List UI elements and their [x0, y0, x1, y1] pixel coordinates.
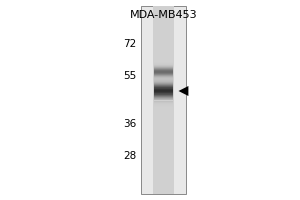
- Bar: [154, 79, 173, 80]
- Bar: [154, 63, 173, 64]
- Bar: [154, 75, 173, 76]
- Bar: [154, 103, 173, 104]
- Bar: [154, 104, 173, 105]
- Bar: [153, 6, 174, 194]
- Bar: [154, 77, 173, 78]
- Bar: [154, 105, 173, 106]
- Text: 28: 28: [123, 151, 136, 161]
- Bar: [154, 106, 173, 107]
- Bar: [154, 74, 173, 75]
- Bar: [154, 99, 173, 100]
- Text: 72: 72: [123, 39, 136, 49]
- Bar: [154, 77, 173, 78]
- Bar: [154, 101, 173, 102]
- Bar: [154, 65, 173, 66]
- Bar: [154, 64, 173, 65]
- Bar: [154, 66, 173, 67]
- Text: 55: 55: [123, 71, 136, 81]
- Bar: [154, 90, 173, 91]
- Bar: [154, 95, 173, 96]
- Bar: [154, 74, 173, 75]
- Bar: [154, 62, 173, 63]
- Bar: [154, 78, 173, 79]
- Bar: [154, 78, 173, 79]
- Bar: [154, 79, 173, 80]
- Bar: [154, 89, 173, 90]
- Bar: [154, 84, 173, 85]
- Bar: [154, 82, 173, 83]
- Bar: [154, 69, 173, 70]
- Bar: [154, 92, 173, 93]
- Bar: [154, 98, 173, 99]
- Bar: [154, 94, 173, 95]
- Bar: [154, 76, 173, 77]
- Bar: [154, 96, 173, 97]
- Bar: [154, 71, 173, 72]
- Bar: [154, 81, 173, 82]
- Bar: [154, 80, 173, 81]
- Bar: [141, 6, 186, 194]
- Bar: [154, 86, 173, 87]
- Bar: [154, 97, 173, 98]
- Bar: [154, 91, 173, 92]
- Bar: [154, 88, 173, 89]
- Bar: [154, 70, 173, 71]
- Bar: [154, 67, 173, 68]
- Bar: [154, 68, 173, 69]
- Bar: [154, 102, 173, 103]
- Bar: [154, 85, 173, 86]
- Text: MDA-MB453: MDA-MB453: [130, 10, 197, 20]
- Bar: [154, 75, 173, 76]
- Bar: [154, 76, 173, 77]
- Bar: [154, 72, 173, 73]
- Bar: [154, 80, 173, 81]
- Bar: [154, 81, 173, 82]
- Bar: [154, 87, 173, 88]
- Polygon shape: [178, 86, 188, 96]
- Bar: [154, 93, 173, 94]
- Bar: [154, 73, 173, 74]
- Bar: [154, 83, 173, 84]
- Text: 36: 36: [123, 119, 136, 129]
